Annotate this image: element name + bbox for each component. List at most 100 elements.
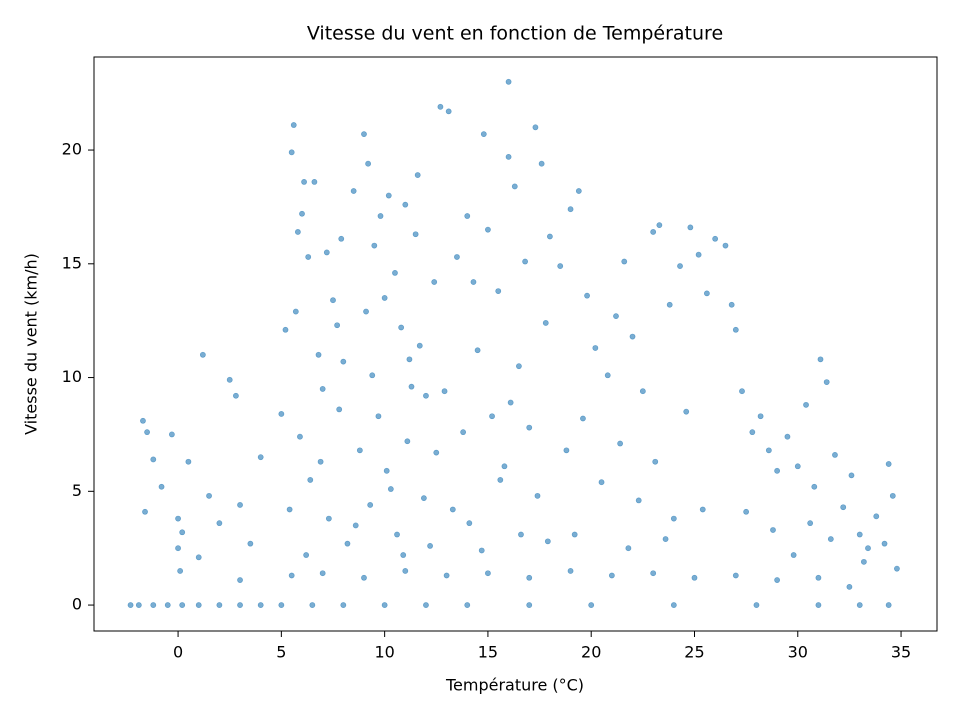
point bbox=[790, 552, 797, 558]
point bbox=[226, 376, 233, 383]
point bbox=[334, 322, 341, 329]
point bbox=[470, 279, 477, 285]
point bbox=[290, 122, 297, 128]
point bbox=[441, 388, 448, 395]
x-axis-label: Température (°C) bbox=[445, 676, 584, 695]
point bbox=[454, 254, 460, 260]
point bbox=[865, 545, 871, 552]
point bbox=[575, 188, 582, 194]
point bbox=[394, 531, 400, 538]
point bbox=[526, 424, 533, 431]
point bbox=[629, 333, 636, 340]
point bbox=[464, 602, 471, 608]
point bbox=[625, 545, 632, 552]
point bbox=[185, 458, 192, 465]
point bbox=[423, 392, 429, 399]
point bbox=[127, 602, 134, 608]
point bbox=[848, 472, 855, 479]
point bbox=[164, 602, 171, 608]
point bbox=[317, 458, 324, 465]
point bbox=[387, 486, 394, 492]
point bbox=[297, 433, 303, 440]
point bbox=[344, 540, 351, 547]
point bbox=[639, 388, 646, 395]
point bbox=[286, 506, 293, 513]
point bbox=[699, 506, 706, 513]
point bbox=[749, 429, 756, 436]
point bbox=[158, 483, 165, 490]
y-tick-label: 15 bbox=[62, 253, 82, 272]
point bbox=[695, 251, 702, 258]
point bbox=[247, 540, 254, 547]
point bbox=[375, 413, 382, 420]
point bbox=[613, 313, 619, 320]
point bbox=[381, 602, 388, 608]
point bbox=[687, 224, 694, 231]
point bbox=[356, 447, 363, 454]
point bbox=[489, 413, 495, 420]
point bbox=[739, 388, 745, 395]
point bbox=[142, 508, 148, 515]
point bbox=[311, 179, 318, 185]
point bbox=[532, 124, 539, 131]
y-axis-label: Vitesse du vent (km/h) bbox=[22, 253, 41, 435]
point bbox=[732, 326, 739, 333]
point bbox=[617, 440, 624, 447]
y-tick-label: 10 bbox=[62, 367, 82, 386]
point bbox=[150, 602, 157, 608]
plot-frame bbox=[93, 56, 938, 632]
point bbox=[856, 602, 863, 608]
point bbox=[175, 515, 181, 522]
point bbox=[400, 552, 407, 558]
point bbox=[195, 554, 202, 561]
point bbox=[330, 297, 336, 304]
point bbox=[728, 301, 735, 308]
point bbox=[873, 513, 880, 520]
point bbox=[371, 242, 378, 249]
point bbox=[383, 467, 390, 474]
point bbox=[753, 602, 760, 608]
point bbox=[352, 522, 359, 529]
point bbox=[807, 520, 814, 527]
point bbox=[827, 536, 834, 542]
point bbox=[666, 301, 673, 308]
point bbox=[774, 577, 781, 583]
point bbox=[282, 326, 289, 333]
point bbox=[412, 231, 419, 238]
y-tick-label: 0 bbox=[72, 595, 82, 614]
point bbox=[478, 547, 485, 554]
point bbox=[538, 160, 545, 167]
point bbox=[621, 258, 628, 265]
point bbox=[199, 351, 206, 358]
point bbox=[305, 254, 312, 260]
point bbox=[770, 527, 776, 533]
point bbox=[803, 401, 809, 408]
point bbox=[495, 288, 502, 295]
point bbox=[662, 536, 669, 542]
point bbox=[338, 235, 345, 242]
point bbox=[743, 508, 750, 515]
x-tick-label: 15 bbox=[478, 643, 498, 662]
point bbox=[257, 454, 264, 461]
point bbox=[361, 131, 367, 138]
point bbox=[369, 372, 376, 379]
point bbox=[522, 258, 529, 265]
point bbox=[414, 172, 421, 178]
x-tick-label: 35 bbox=[891, 643, 911, 662]
point bbox=[840, 504, 847, 511]
x-tick-label: 20 bbox=[581, 643, 601, 662]
x-tick-label: 10 bbox=[374, 643, 394, 662]
point bbox=[592, 345, 599, 351]
x-tick-label: 5 bbox=[276, 643, 286, 662]
point bbox=[288, 149, 295, 156]
point bbox=[712, 235, 719, 242]
point bbox=[774, 467, 781, 474]
point bbox=[216, 520, 223, 527]
point bbox=[301, 179, 307, 185]
point bbox=[150, 456, 157, 463]
point bbox=[237, 502, 243, 508]
point bbox=[584, 292, 590, 299]
point bbox=[449, 506, 456, 513]
point bbox=[216, 602, 223, 608]
point bbox=[288, 572, 295, 579]
